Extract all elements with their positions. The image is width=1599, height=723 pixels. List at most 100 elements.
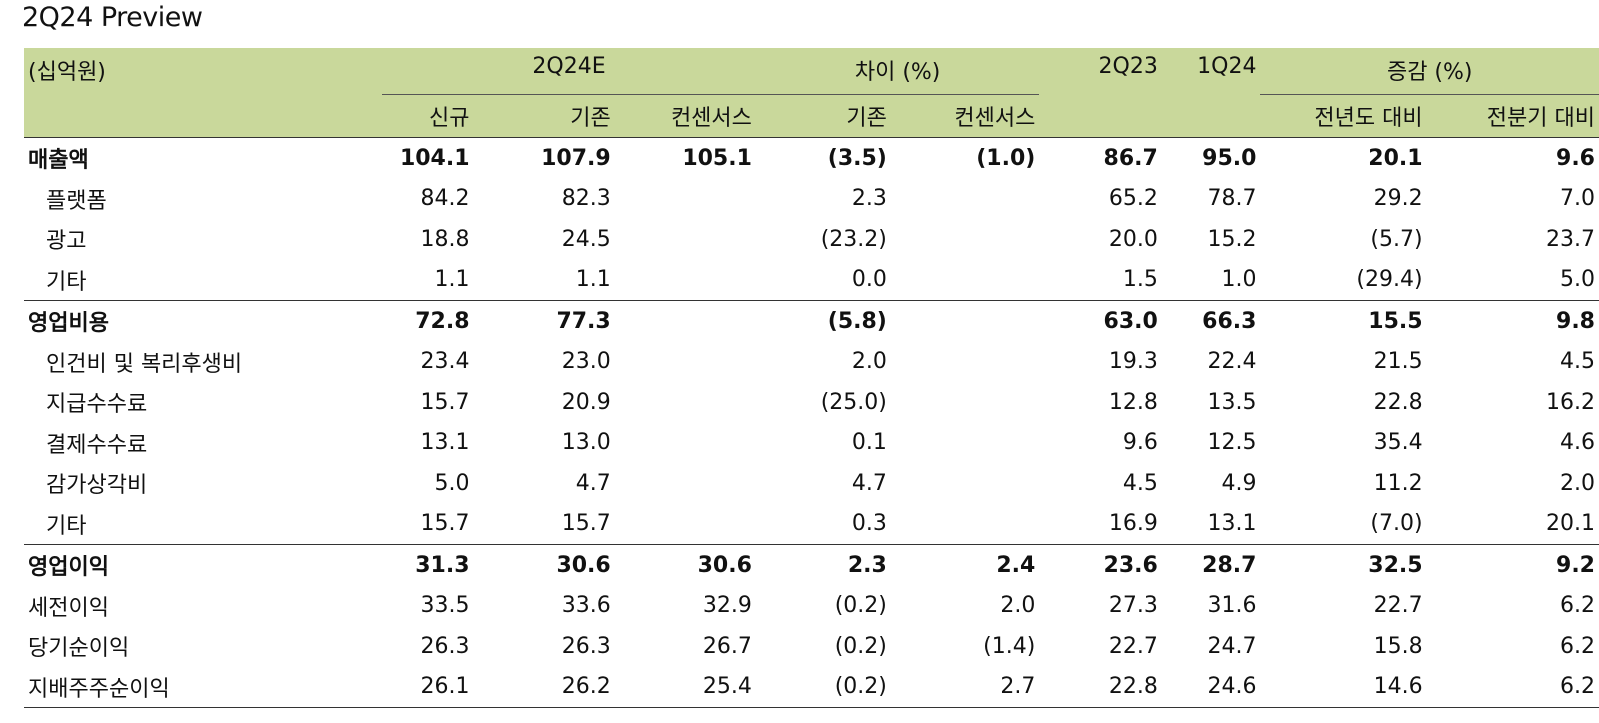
cell-yoy: (5.7) [1370, 226, 1423, 252]
cell-1q24: 13.5 [1207, 389, 1257, 415]
col-header-1q24: 1Q24 [1161, 48, 1261, 95]
cell-consensus [615, 423, 756, 464]
cell-diff-consensus: 2.4 [890, 544, 1040, 586]
cell-1q24: 78.7 [1207, 186, 1257, 212]
row-label: 지급수수료 [46, 392, 148, 418]
unit-header: (십억원) [24, 48, 383, 95]
cell-qoq: 9.8 [1426, 300, 1599, 342]
header-blank [24, 94, 383, 138]
cell-1q24: 1.0 [1221, 267, 1257, 293]
cell-1q24: 66.3 [1161, 300, 1261, 342]
cell-1q24: 22.4 [1207, 349, 1257, 375]
cell-yoy: 11.2 [1373, 470, 1423, 496]
cell-old: 20.9 [561, 389, 611, 415]
cell-qoq: 4.6 [1560, 430, 1595, 456]
cell-diff-consensus: 2.0 [1000, 593, 1036, 619]
cell-new: 1.1 [434, 267, 470, 293]
group-header-diff: 차이 (%) [755, 48, 1040, 95]
row-label: 영업이익 [24, 544, 383, 586]
cell-2q23: 16.9 [1108, 511, 1158, 537]
cell-yoy: 15.8 [1373, 633, 1423, 659]
cell-diff-old: 2.3 [755, 544, 891, 586]
cell-consensus: 26.7 [702, 633, 752, 659]
cell-new: 31.3 [382, 544, 474, 586]
cell-diff-consensus [891, 423, 1039, 464]
cell-diff-consensus [891, 463, 1039, 504]
cell-diff-old: (5.8) [755, 300, 891, 342]
cell-old: 26.2 [473, 666, 615, 708]
cell-2q23: 4.5 [1122, 470, 1158, 496]
cell-old: 107.9 [541, 145, 611, 171]
cell-consensus: 30.6 [614, 544, 756, 586]
cell-old: 26.3 [561, 633, 611, 659]
subheader-new: 신규 [382, 94, 474, 138]
table-row: 기타 1.1 1.1 0.0 1.5 1.0 (29.4) 5.0 [24, 260, 1599, 301]
preview-table-container: (십억원) 2Q24E 차이 (%) 2Q23 1Q24 증감 (%) 신규 기… [24, 48, 1599, 708]
cell-qoq: 6.2 [1560, 633, 1595, 659]
cell-qoq: 4.5 [1560, 349, 1595, 375]
cell-new: 23.4 [420, 349, 470, 375]
table-row: 당기순이익 26.3 26.3 26.7 (0.2) (1.4) 22.7 24… [24, 626, 1599, 667]
cell-diff-old: 2.0 [851, 349, 887, 375]
cell-consensus [615, 260, 756, 301]
table-row: 감가상각비 5.0 4.7 4.7 4.5 4.9 11.2 2.0 [24, 463, 1599, 504]
cell-old: 13.0 [561, 430, 611, 456]
cell-diff-consensus: (1.4) [983, 633, 1036, 659]
cell-consensus [615, 342, 756, 383]
cell-diff-consensus [891, 219, 1039, 260]
group-header-change: 증감 (%) [1260, 48, 1599, 95]
cell-2q23: 22.7 [1108, 633, 1158, 659]
cell-consensus [615, 382, 756, 423]
cell-new: 18.8 [420, 226, 470, 252]
cell-old: 33.6 [561, 593, 611, 619]
cell-2q23: 86.7 [1103, 145, 1158, 171]
cell-yoy: (7.0) [1370, 511, 1423, 537]
row-label: 광고 [46, 229, 87, 255]
cell-consensus [614, 300, 756, 342]
cell-qoq: 7.0 [1560, 186, 1595, 212]
cell-1q24: 15.2 [1207, 226, 1257, 252]
cell-qoq: 9.6 [1556, 145, 1595, 171]
cell-2q23: 65.2 [1108, 186, 1158, 212]
cell-consensus: 25.4 [614, 666, 756, 708]
cell-diff-old: (0.2) [834, 593, 887, 619]
cell-1q24: 13.1 [1207, 511, 1257, 537]
cell-yoy: 15.5 [1260, 300, 1427, 342]
cell-new: 5.0 [434, 470, 470, 496]
cell-diff-consensus [891, 260, 1039, 301]
cell-diff-old: 0.0 [851, 267, 887, 293]
header-blank [1161, 94, 1261, 138]
row-label: 감가상각비 [46, 473, 148, 499]
subheader-diff-old: 기존 [755, 94, 891, 138]
cell-diff-old: (23.2) [820, 226, 887, 252]
cell-old: 23.0 [561, 349, 611, 375]
cell-qoq: 2.0 [1560, 470, 1595, 496]
row-label: 기타 [46, 513, 87, 539]
cell-old: 82.3 [561, 186, 611, 212]
row-label: 매출액 [28, 148, 89, 174]
cell-old: 1.1 [575, 267, 611, 293]
cell-diff-old: (0.2) [834, 633, 887, 659]
row-label: 지배주주순이익 [24, 666, 383, 708]
cell-yoy: 14.6 [1260, 666, 1427, 708]
row-label: 플랫폼 [46, 188, 107, 214]
page-title: 2Q24 Preview [22, 2, 203, 33]
cell-yoy: 35.4 [1373, 430, 1423, 456]
cell-2q23: 22.8 [1039, 666, 1162, 708]
cell-qoq: 5.0 [1560, 267, 1595, 293]
cell-1q24: 4.9 [1221, 470, 1257, 496]
cell-qoq: 20.1 [1546, 511, 1595, 537]
cell-1q24: 24.6 [1161, 666, 1261, 708]
cell-consensus [615, 463, 756, 504]
group-header-2q24e: 2Q24E [382, 48, 756, 95]
cell-2q23: 23.6 [1039, 544, 1162, 586]
table-row: 세전이익 33.5 33.6 32.9 (0.2) 2.0 27.3 31.6 … [24, 586, 1599, 627]
row-label: 기타 [46, 269, 87, 295]
cell-diff-old: 2.3 [851, 186, 887, 212]
cell-new: 72.8 [382, 300, 474, 342]
cell-yoy: 22.8 [1373, 389, 1423, 415]
cell-new: 104.1 [399, 145, 470, 171]
subheader-qoq: 전분기 대비 [1426, 94, 1599, 138]
cell-2q23: 12.8 [1108, 389, 1158, 415]
cell-diff-consensus [891, 504, 1039, 545]
